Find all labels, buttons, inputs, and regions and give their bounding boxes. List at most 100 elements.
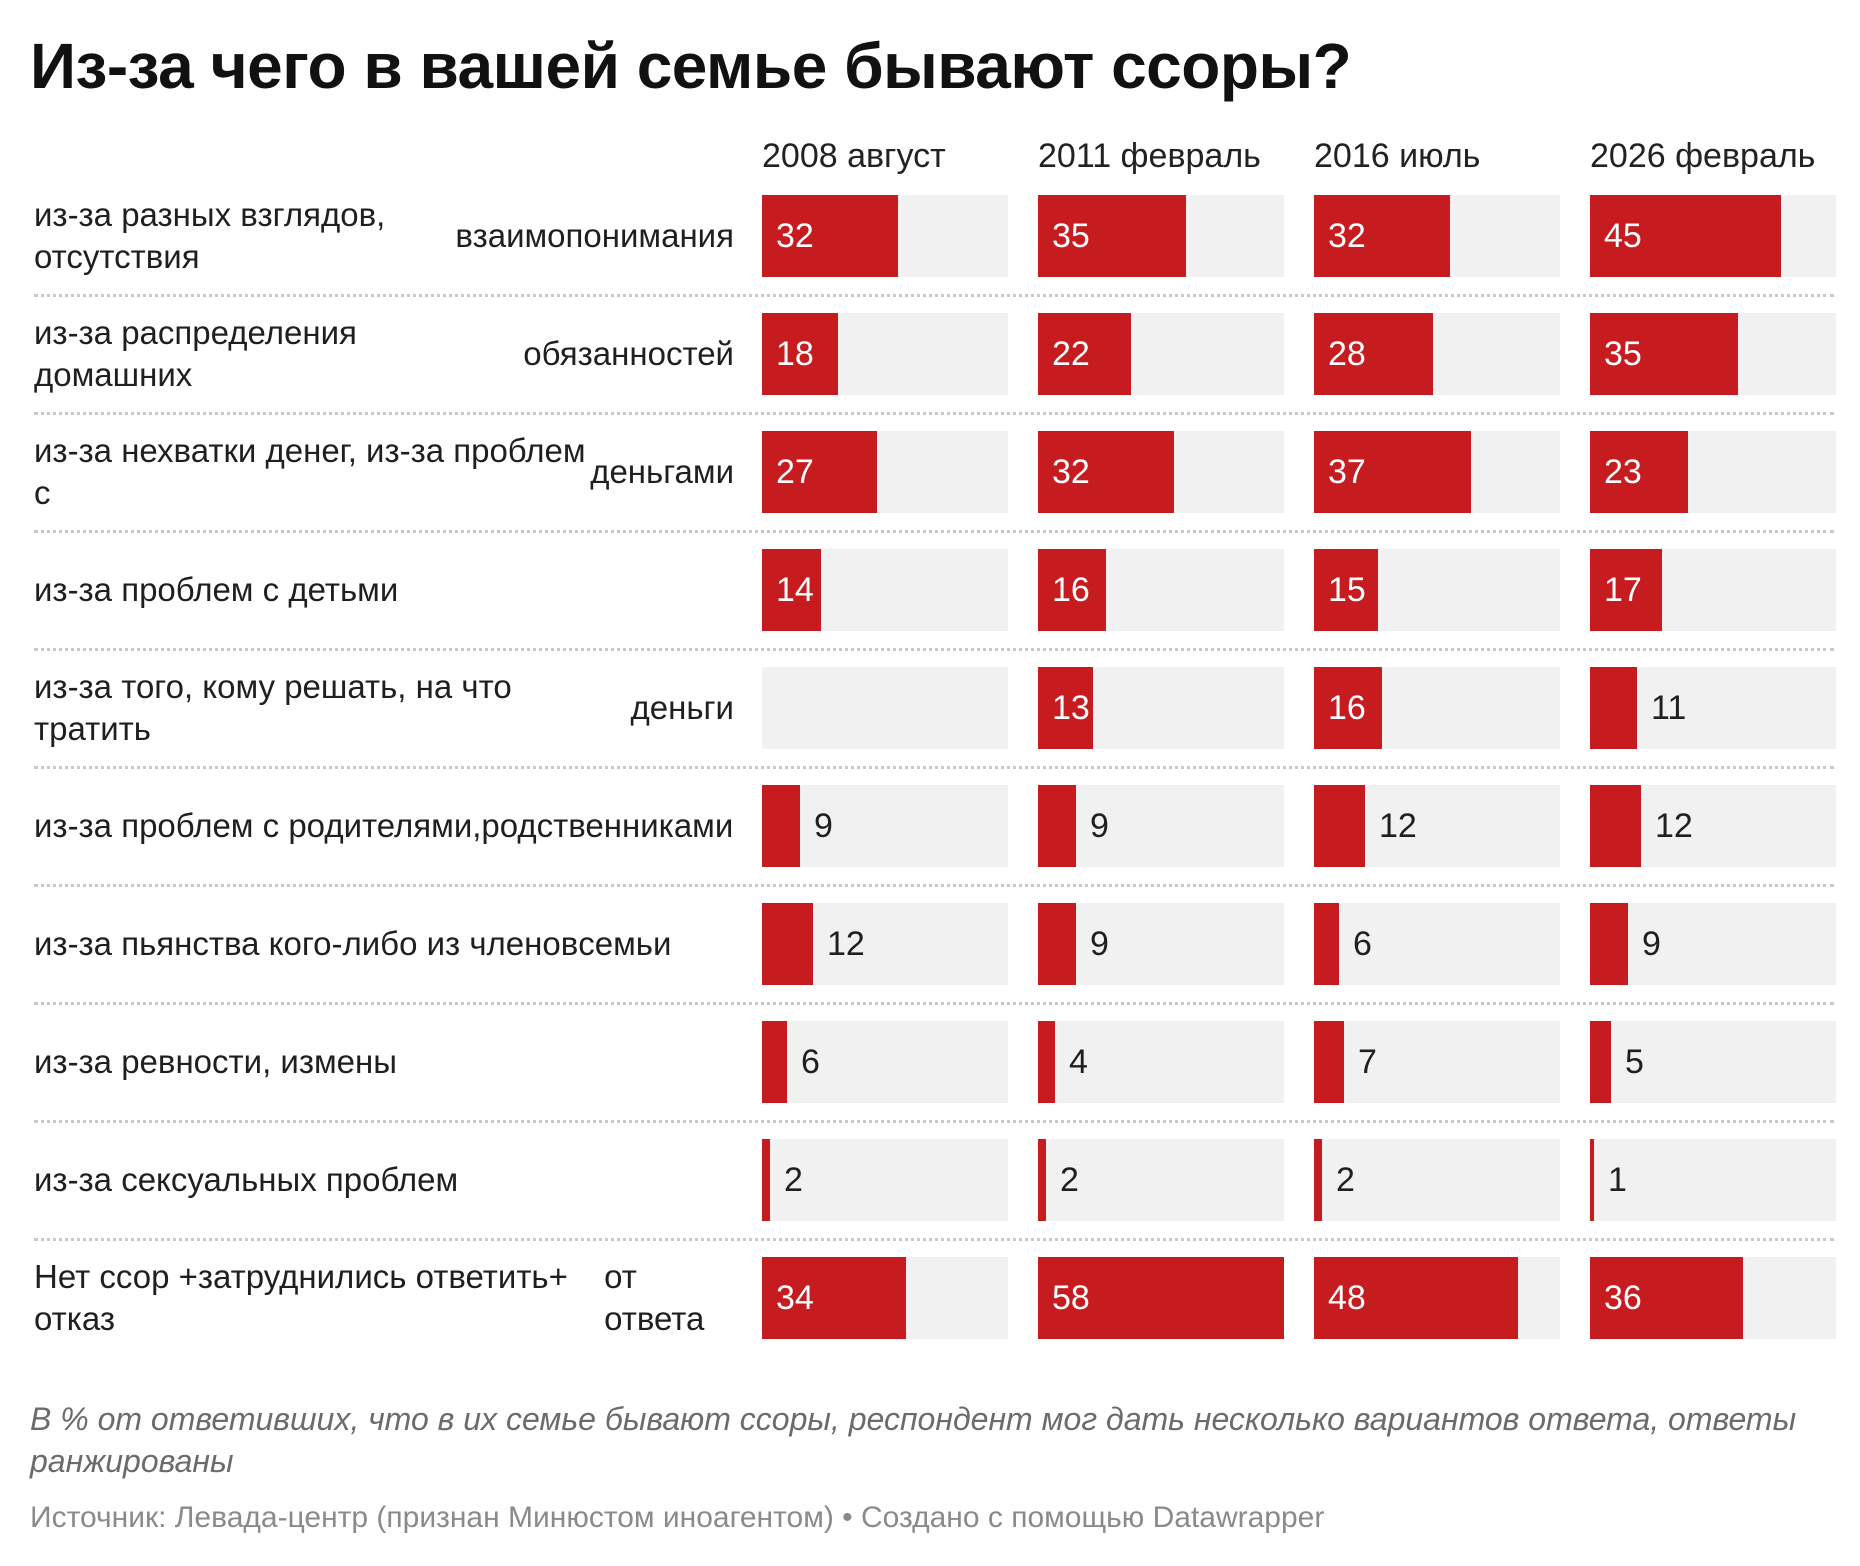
bar [762,431,877,513]
value-label: 32 [776,217,814,255]
chart-row: из-за ревности, измены 6 4 7 5 [0,1021,1860,1141]
value-label: 17 [1604,571,1642,609]
category-label-line: деньги [630,689,735,726]
column-header: 2016 июль [1314,137,1481,175]
value-label: 11 [1651,689,1687,727]
value-label: 37 [1328,453,1366,491]
bar [1038,785,1076,867]
chart-note: В % от ответивших, что в их семье бывают… [30,1401,1797,1479]
row-separator [34,530,1834,533]
value-label: 1 [1608,1161,1627,1199]
value-label: 34 [776,1279,814,1317]
category-label-line: из-за сексуальных проблем [34,1161,459,1198]
bar [1314,1257,1518,1339]
category-label-line: из-за проблем с детьми [34,571,399,608]
bar-track: 6 [762,1021,1008,1103]
value-label: 9 [1090,807,1109,845]
category-label: из-за распределения домашних обязанностей [34,313,734,395]
bar-track [762,667,1008,749]
chart-row: из-за нехватки денег, из-за проблем с ден… [0,431,1860,551]
bar [762,1021,787,1103]
value-label: 9 [1090,925,1109,963]
bar [762,1257,906,1339]
bar [1314,195,1450,277]
bar-track: 36 [1590,1257,1836,1339]
value-label: 18 [776,335,814,373]
category-label-line: Нет ссор +затруднились ответить+ отказ [34,1258,568,1337]
value-label: 32 [1328,217,1366,255]
bar-track: 35 [1038,195,1284,277]
value-label: 2 [784,1161,803,1199]
bar [1038,313,1131,395]
bar [1314,1021,1344,1103]
bar [1590,1139,1594,1221]
bar-track: 32 [1038,431,1284,513]
category-label-line: родственниками [481,807,734,844]
bar [1038,903,1076,985]
category-label-line: из-за пьянства кого-либо из членов [34,925,579,962]
bar-track: 22 [1038,313,1284,395]
value-label: 4 [1069,1043,1088,1081]
bar-track: 13 [1038,667,1284,749]
bar-track: 35 [1590,313,1836,395]
value-label: 28 [1328,335,1366,373]
bar [762,785,800,867]
bar [1590,903,1628,985]
row-separator [34,412,1834,415]
chart-row: из-за пьянства кого-либо из членов семьи 1… [0,903,1860,1023]
value-label: 22 [1052,335,1090,373]
bar-track: 48 [1314,1257,1560,1339]
bar-track: 23 [1590,431,1836,513]
bar-track: 14 [762,549,1008,631]
bar-track: 15 [1314,549,1560,631]
bar-track: 9 [1038,785,1284,867]
category-label-line: из-за проблем с родителями, [34,807,482,844]
bar-track: 17 [1590,549,1836,631]
row-separator [34,884,1834,887]
value-label: 12 [1379,807,1417,845]
category-label-line: взаимопонимания [455,217,734,254]
bar-track: 9 [1590,903,1836,985]
value-label: 35 [1052,217,1090,255]
bar-track: 58 [1038,1257,1284,1339]
category-label: из-за нехватки денег, из-за проблем с ден… [34,431,734,513]
bar-track: 2 [762,1139,1008,1221]
category-label-line: от ответа [604,1258,705,1337]
bar [1590,549,1662,631]
value-label: 7 [1358,1043,1377,1081]
category-label: Нет ссор +затруднились ответить+ отказ от… [34,1257,734,1339]
chart-title: Из-за чего в вашей семье бывают ссоры? [30,30,1352,102]
value-label: 32 [1052,453,1090,491]
category-label: из-за того, кому решать, на что тратить д… [34,667,734,749]
value-label: 12 [1655,807,1693,845]
bar-track: 37 [1314,431,1560,513]
bar-track: 45 [1590,195,1836,277]
bar [1314,1139,1322,1221]
column-header: 2026 февраль [1590,137,1816,175]
bar-track: 2 [1038,1139,1284,1221]
bar [1590,195,1781,277]
chart-row: Нет ссор +затруднились ответить+ отказ от… [0,1257,1860,1377]
bar-track: 12 [1314,785,1560,867]
value-label: 35 [1604,335,1642,373]
bar-track: 9 [762,785,1008,867]
bar [1590,431,1688,513]
bar [762,195,898,277]
chart-row: из-за распределения домашних обязанностей… [0,313,1860,433]
category-label-line: из-за нехватки денег, из-за проблем с [34,432,586,511]
category-label: из-за пьянства кого-либо из членов семьи [34,903,734,985]
category-label-line: деньгами [590,453,734,490]
chart-row: из-за того, кому решать, на что тратить д… [0,667,1860,787]
value-label: 12 [827,925,865,963]
value-label: 2 [1060,1161,1079,1199]
value-label: 16 [1052,571,1090,609]
row-separator [34,1002,1834,1005]
value-label: 6 [801,1043,820,1081]
bar-track: 11 [1590,667,1836,749]
value-label: 2 [1336,1161,1355,1199]
bar [1038,1139,1046,1221]
chart-row: из-за проблем с родителями, родственникам… [0,785,1860,905]
category-label-line: из-за ревности, измены [34,1043,397,1080]
value-label: 23 [1604,453,1642,491]
bar-track: 9 [1038,903,1284,985]
